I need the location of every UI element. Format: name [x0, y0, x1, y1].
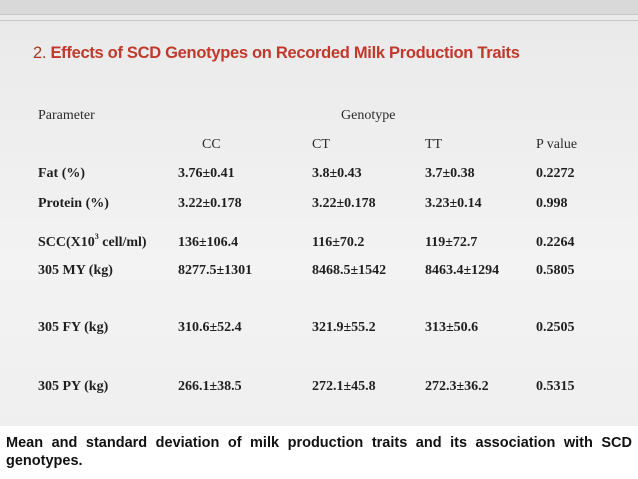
column-header: TT [425, 137, 443, 152]
row-label-prefix: SCC(X10 [38, 235, 95, 250]
table-caption: Mean and standard deviation of milk prod… [0, 426, 638, 479]
genotype-header: Genotype [341, 108, 396, 123]
table-cell: 8463.4±1294 [425, 263, 500, 278]
table-cell: 0.2505 [536, 320, 575, 335]
parameter-header: Parameter [38, 108, 95, 123]
table-cell: 0.998 [536, 196, 568, 211]
slide-title: 2. Effects of SCD Genotypes on Recorded … [33, 44, 520, 63]
table-cell: 3.22±0.178 [178, 196, 242, 211]
table-cell: 321.9±55.2 [312, 320, 376, 335]
title-text: Effects of SCD Genotypes on Recorded Mil… [50, 44, 520, 62]
column-header: CT [312, 137, 330, 152]
title-number: 2. [33, 44, 47, 62]
table-cell: 8277.5±1301 [178, 263, 253, 278]
row-label: SCC(X103 cell/ml) [38, 232, 147, 251]
table-cell: 136±106.4 [178, 235, 239, 250]
table-cell: 272.3±36.2 [425, 379, 489, 394]
row-label-suffix: cell/ml) [98, 235, 147, 250]
row-label: 305 FY (kg) [38, 320, 109, 335]
table-cell: 0.5805 [536, 263, 575, 278]
table-cell: 313±50.6 [425, 320, 479, 335]
table-cell: 266.1±38.5 [178, 379, 242, 394]
table-cell: 8468.5±1542 [312, 263, 387, 278]
column-header: P value [536, 137, 578, 152]
top-bar [0, 0, 638, 14]
row-label: 305 MY (kg) [38, 263, 113, 278]
top-divider-2 [0, 20, 638, 21]
table-cell: 3.23±0.14 [425, 196, 482, 211]
table-cell: 3.76±0.41 [178, 166, 235, 181]
table-cell: 3.7±0.38 [425, 166, 475, 181]
table-cell: 0.5315 [536, 379, 575, 394]
table-cell: 3.22±0.178 [312, 196, 376, 211]
row-label-superscript: 3 [94, 232, 99, 242]
table-cell: 310.6±52.4 [178, 320, 242, 335]
top-divider [0, 14, 638, 15]
table-cell: 3.8±0.43 [312, 166, 362, 181]
table-cell: 272.1±45.8 [312, 379, 376, 394]
table-cell: 0.2272 [536, 166, 575, 181]
table-cell: 0.2264 [536, 235, 575, 250]
row-label: Protein (%) [38, 196, 109, 211]
row-label: Fat (%) [38, 166, 86, 181]
table-cell: 119±72.7 [425, 235, 478, 250]
table-cell: 116±70.2 [312, 235, 365, 250]
column-header: CC [202, 137, 221, 152]
row-label: 305 PY (kg) [38, 379, 109, 394]
